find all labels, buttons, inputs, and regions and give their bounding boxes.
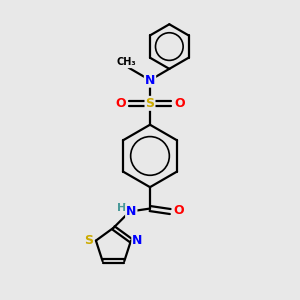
- Text: O: O: [174, 203, 184, 217]
- Text: S: S: [146, 97, 154, 110]
- Text: O: O: [174, 97, 185, 110]
- Text: S: S: [84, 234, 93, 247]
- Text: N: N: [132, 234, 143, 247]
- Text: CH₃: CH₃: [116, 57, 136, 67]
- Text: H: H: [117, 203, 126, 213]
- Text: N: N: [145, 74, 155, 87]
- Text: O: O: [115, 97, 126, 110]
- Text: N: N: [126, 205, 136, 218]
